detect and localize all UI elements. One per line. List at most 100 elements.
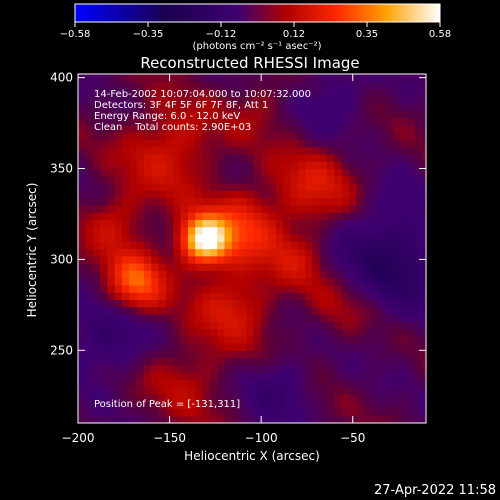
heatmap-cell [290, 175, 299, 184]
heatmap-cell [202, 124, 211, 133]
heatmap-cell [165, 379, 174, 388]
heatmap-cell [327, 372, 336, 380]
heatmap-cell [173, 233, 182, 242]
heatmap-cell [356, 175, 365, 184]
heatmap-cell [173, 393, 182, 402]
heatmap-cell [283, 277, 292, 286]
annotation-block: 14-Feb-2002 10:07:04.000 to 10:07:32.000… [94, 89, 311, 410]
heatmap-cell [180, 408, 189, 417]
heatmap-cell [385, 168, 394, 177]
heatmap-cell [107, 233, 116, 242]
heatmap-cell [422, 313, 426, 322]
heatmap-cell [305, 263, 314, 271]
heatmap-cell [92, 248, 101, 257]
heatmap-cell [334, 328, 343, 337]
heatmap-cell [378, 328, 387, 337]
heatmap-cell [78, 393, 86, 402]
heatmap-cell [378, 357, 387, 366]
heatmap-cell [92, 74, 101, 82]
heatmap-cell [187, 263, 196, 271]
heatmap-cell [187, 233, 196, 242]
heatmap-cell [268, 248, 277, 257]
heatmap-cell [261, 321, 270, 330]
heatmap-cell [165, 88, 174, 97]
heatmap-cell [173, 74, 182, 82]
heatmap-cell [107, 299, 116, 308]
heatmap-cell [422, 219, 426, 228]
heatmap-cell [356, 277, 365, 286]
heatmap-cell [231, 110, 240, 119]
heatmap-cell [363, 197, 372, 206]
heatmap-cell [129, 270, 138, 279]
heatmap-cell [334, 81, 343, 90]
heatmap-cell [231, 299, 240, 308]
heatmap-cell [151, 284, 160, 293]
heatmap-cell [393, 299, 401, 308]
heatmap-cell [107, 197, 116, 206]
heatmap-cell [283, 81, 292, 90]
heatmap-cell [85, 139, 94, 148]
heatmap-cell [407, 386, 416, 395]
heatmap-cell [407, 408, 416, 417]
heatmap-cell [363, 190, 372, 199]
heatmap-cell [224, 146, 233, 155]
heatmap-cell [173, 161, 182, 170]
heatmap-cell [363, 299, 372, 308]
heatmap-cell [158, 161, 167, 170]
heatmap-cell [253, 372, 262, 380]
heatmap-cell [239, 255, 248, 264]
heatmap-cell [92, 299, 101, 308]
heatmap-cell [334, 132, 343, 141]
heatmap-cell [165, 277, 174, 286]
heatmap-cell [385, 343, 394, 351]
heatmap-cell [371, 88, 379, 97]
heatmap-cell [180, 292, 189, 300]
heatmap-cell [180, 415, 189, 423]
heatmap-cell [268, 95, 277, 104]
heatmap-cell [341, 386, 350, 395]
heatmap-cell [121, 401, 130, 410]
heatmap-cell [378, 255, 387, 264]
heatmap-cell [239, 364, 248, 373]
heatmap-cell [224, 241, 233, 250]
heatmap-cell [78, 372, 86, 380]
heatmap-cell [136, 190, 145, 199]
heatmap-cell [209, 219, 218, 228]
heatmap-cell [356, 95, 365, 104]
heatmap-cell [107, 241, 116, 250]
heatmap-cell [187, 132, 196, 141]
heatmap-cell [195, 190, 204, 199]
heatmap-cell [393, 306, 401, 315]
heatmap-cell [327, 226, 336, 235]
heatmap-cell [92, 168, 101, 177]
heatmap-cell [151, 153, 160, 162]
heatmap-cell [297, 415, 306, 423]
heatmap-cell [224, 284, 233, 293]
heatmap-cell [363, 270, 372, 279]
heatmap-cell [349, 364, 357, 373]
heatmap-cell [165, 168, 174, 177]
heatmap-cell [209, 124, 218, 133]
heatmap-cell [334, 263, 343, 271]
heatmap-cell [253, 190, 262, 199]
heatmap-cell [407, 277, 416, 286]
heatmap-cell [253, 248, 262, 257]
heatmap-cell [341, 175, 350, 184]
heatmap-cell [180, 219, 189, 228]
heatmap-cell [85, 95, 94, 104]
heatmap-cell [415, 197, 423, 206]
heatmap-cell [158, 415, 167, 423]
heatmap-cell [393, 328, 401, 337]
heatmap-cell [422, 350, 426, 359]
heatmap-cell [231, 153, 240, 162]
heatmap-cell [129, 321, 138, 330]
heatmap-cell [407, 110, 416, 119]
heatmap-cell [283, 313, 292, 322]
heatmap-cell [268, 110, 277, 119]
heatmap-cell [283, 299, 292, 308]
heatmap-cell [180, 88, 189, 97]
heatmap-cell [92, 175, 101, 184]
heatmap-cell [334, 161, 343, 170]
heatmap-cell [400, 110, 409, 119]
